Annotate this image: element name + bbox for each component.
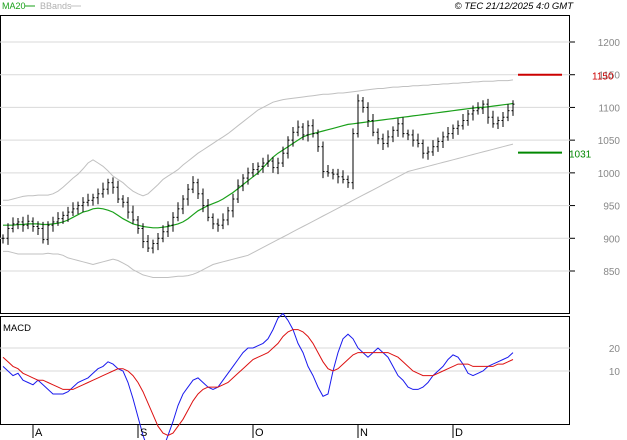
price-tick-label: 950 [603, 202, 620, 213]
price-tick-label: 900 [603, 234, 620, 245]
lower-marker-label: 1031 [569, 150, 592, 161]
macd-grid [0, 347, 570, 372]
macd-lines [2, 312, 514, 440]
macd-axis-labels: 10 20 [609, 344, 621, 378]
price-tick-label: 850 [603, 267, 620, 278]
price-axis-labels: 850 900 950 1000 1050 1100 1150 1200 [570, 38, 620, 278]
price-tick-label: 1100 [598, 103, 620, 114]
price-grid [0, 41, 570, 272]
copyright-timestamp: © TEC 21/12/2025 4:0 GMT [455, 1, 575, 12]
bband-upper [3, 79, 514, 201]
price-tick-label: 1200 [598, 38, 621, 49]
macd-tick-label: 10 [609, 367, 621, 378]
bollinger-bands [3, 79, 514, 278]
signal-line [2, 329, 514, 436]
month-label: O [255, 427, 264, 439]
price-tick-label: 1000 [598, 169, 621, 180]
macd-line [2, 312, 514, 440]
price-tick-label: 1150 [598, 71, 620, 82]
legend-bbands-label: BBands [40, 1, 72, 11]
macd-tick-label: 20 [609, 344, 621, 355]
bband-lower [3, 143, 514, 278]
upper-marker-label: 1150 [592, 72, 614, 83]
month-label: D [455, 427, 463, 439]
month-label: A [35, 427, 43, 439]
month-label: S [140, 427, 147, 439]
macd-panel-label: MACD [3, 323, 31, 334]
price-bars [1, 94, 515, 254]
legend-ma20-label: MA20 [2, 1, 26, 11]
month-label: N [360, 427, 368, 439]
price-panel-frame [0, 15, 570, 314]
price-tick-label: 1050 [598, 136, 621, 147]
level-markers [518, 73, 562, 154]
